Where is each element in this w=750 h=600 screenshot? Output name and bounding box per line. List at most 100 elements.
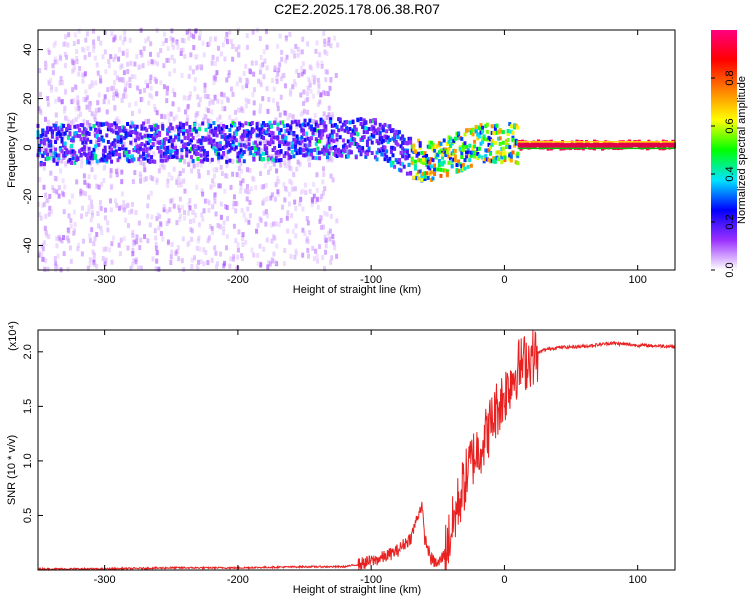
spectrogram-cell	[82, 173, 86, 179]
spectrogram-cell	[90, 80, 94, 86]
spectrogram-cell	[170, 139, 174, 144]
spectrogram-cell	[195, 132, 199, 138]
spectrogram-cell	[428, 161, 432, 166]
spectrogram-cell	[248, 68, 252, 74]
spectrogram-cell	[476, 146, 480, 151]
spectrogram-cell	[175, 155, 179, 160]
spectrogram-cell	[135, 131, 139, 136]
spectrogram-cell	[266, 127, 270, 132]
spectrogram-cell	[193, 203, 197, 209]
spectrogram-cell	[296, 46, 300, 52]
spectrogram-cell	[202, 247, 206, 253]
spectrogram-cell	[286, 163, 290, 169]
spectrogram-cell	[279, 94, 283, 100]
spectrogram-cell	[314, 156, 318, 161]
spectrogram-cell	[137, 150, 141, 155]
spectrogram-cell	[309, 152, 313, 157]
spectrogram-cell	[429, 178, 433, 183]
spectrogram-cell	[180, 151, 184, 157]
spectrogram-cell	[259, 82, 263, 88]
spectrogram-cell	[172, 68, 176, 74]
spectrogram-cell	[217, 124, 221, 129]
spectrogram-cell	[468, 153, 472, 158]
spectrogram-cell	[327, 151, 331, 156]
spectrogram-cell	[159, 123, 163, 129]
spectrogram-cell	[303, 137, 307, 142]
spectrogram-cell	[49, 139, 53, 144]
spectrogram-cell	[289, 155, 293, 160]
spectrogram-cell	[211, 204, 215, 210]
spectrogram-cell	[225, 159, 229, 164]
spectrogram-cell	[262, 73, 266, 79]
spectrogram-cell	[259, 171, 263, 177]
spectrogram-cell	[225, 96, 229, 102]
spectrogram-cell	[223, 106, 227, 112]
spectrogram-cell	[284, 110, 288, 116]
spectrogram-cell	[86, 182, 90, 188]
spectrogram-cell	[196, 139, 200, 144]
spectrogram-cell	[134, 101, 138, 107]
spectrogram-cell	[241, 137, 245, 142]
spectrogram-cell	[308, 139, 312, 144]
spectrogram-cell	[133, 74, 137, 80]
spectrogram-cell	[222, 225, 226, 231]
spectrogram-cell	[481, 135, 485, 140]
spectrogram-cell	[429, 157, 433, 162]
spectrogram-cell	[516, 161, 520, 166]
spectrogram-cell	[521, 145, 525, 150]
spectrogram-cell	[237, 121, 241, 126]
spectrogram-cell	[235, 201, 239, 207]
spectrogram-cell	[60, 146, 64, 152]
spectrogram-cell	[469, 150, 473, 155]
spectrogram-cell	[172, 138, 176, 143]
spectrogram-cell	[433, 172, 437, 177]
spectrogram-cell	[236, 107, 240, 113]
spectrogram-cell	[508, 145, 512, 150]
spectrogram-cell	[46, 96, 50, 102]
spectrogram-cell	[142, 162, 146, 168]
spectrogram-cell	[71, 138, 75, 143]
spectrogram-cell	[276, 135, 280, 140]
spectrogram-cell	[439, 160, 443, 165]
spectrogram-cell	[161, 142, 165, 147]
spectrogram-cell	[447, 135, 451, 140]
spectrogram-cell	[222, 134, 226, 139]
spectrogram-cell	[328, 85, 332, 91]
spectrogram-cell	[228, 143, 232, 148]
spectrogram-cell	[289, 253, 293, 259]
spectrogram-cell	[263, 130, 267, 135]
spectrogram-cell	[77, 28, 81, 34]
spectrogram-cell	[256, 222, 260, 228]
spectrogram-cell	[292, 137, 296, 142]
spectrogram-cell	[281, 134, 285, 139]
spectrogram-cell	[508, 122, 512, 127]
spectrogram-cell	[492, 156, 496, 161]
spectrogram-cell	[175, 151, 179, 156]
spectrogram-cell	[441, 162, 445, 167]
spectrogram-cell	[266, 157, 270, 162]
spectrogram-cell	[505, 144, 509, 149]
spectrogram-cell	[169, 149, 173, 154]
spectrogram-cell	[169, 122, 173, 127]
spectrogram-cell	[253, 146, 257, 151]
spectrogram-cell	[217, 183, 221, 189]
spectrogram-cell	[297, 142, 301, 148]
spectrogram-cell	[64, 41, 68, 47]
spectrogram-cell	[83, 179, 87, 185]
spectrogram-cell	[52, 155, 56, 160]
spectrogram-cell	[302, 69, 306, 75]
spectrogram-cell	[241, 151, 245, 156]
spectrogram-cell	[329, 78, 333, 84]
spectrogram-cell	[293, 186, 297, 192]
spectrogram-cell	[346, 154, 350, 159]
spectrogram-cell	[301, 61, 305, 67]
spectrogram-cell	[133, 240, 137, 246]
spectrogram-cell	[209, 123, 213, 128]
spectrogram-cell	[166, 145, 170, 150]
spectrogram-cell	[118, 126, 122, 131]
spectrogram-cell	[100, 181, 104, 187]
spectrogram-cell	[82, 145, 86, 150]
spectrogram-cell	[426, 165, 430, 170]
spectrogram-cell	[194, 28, 198, 34]
spectrogram-cell	[79, 163, 83, 169]
